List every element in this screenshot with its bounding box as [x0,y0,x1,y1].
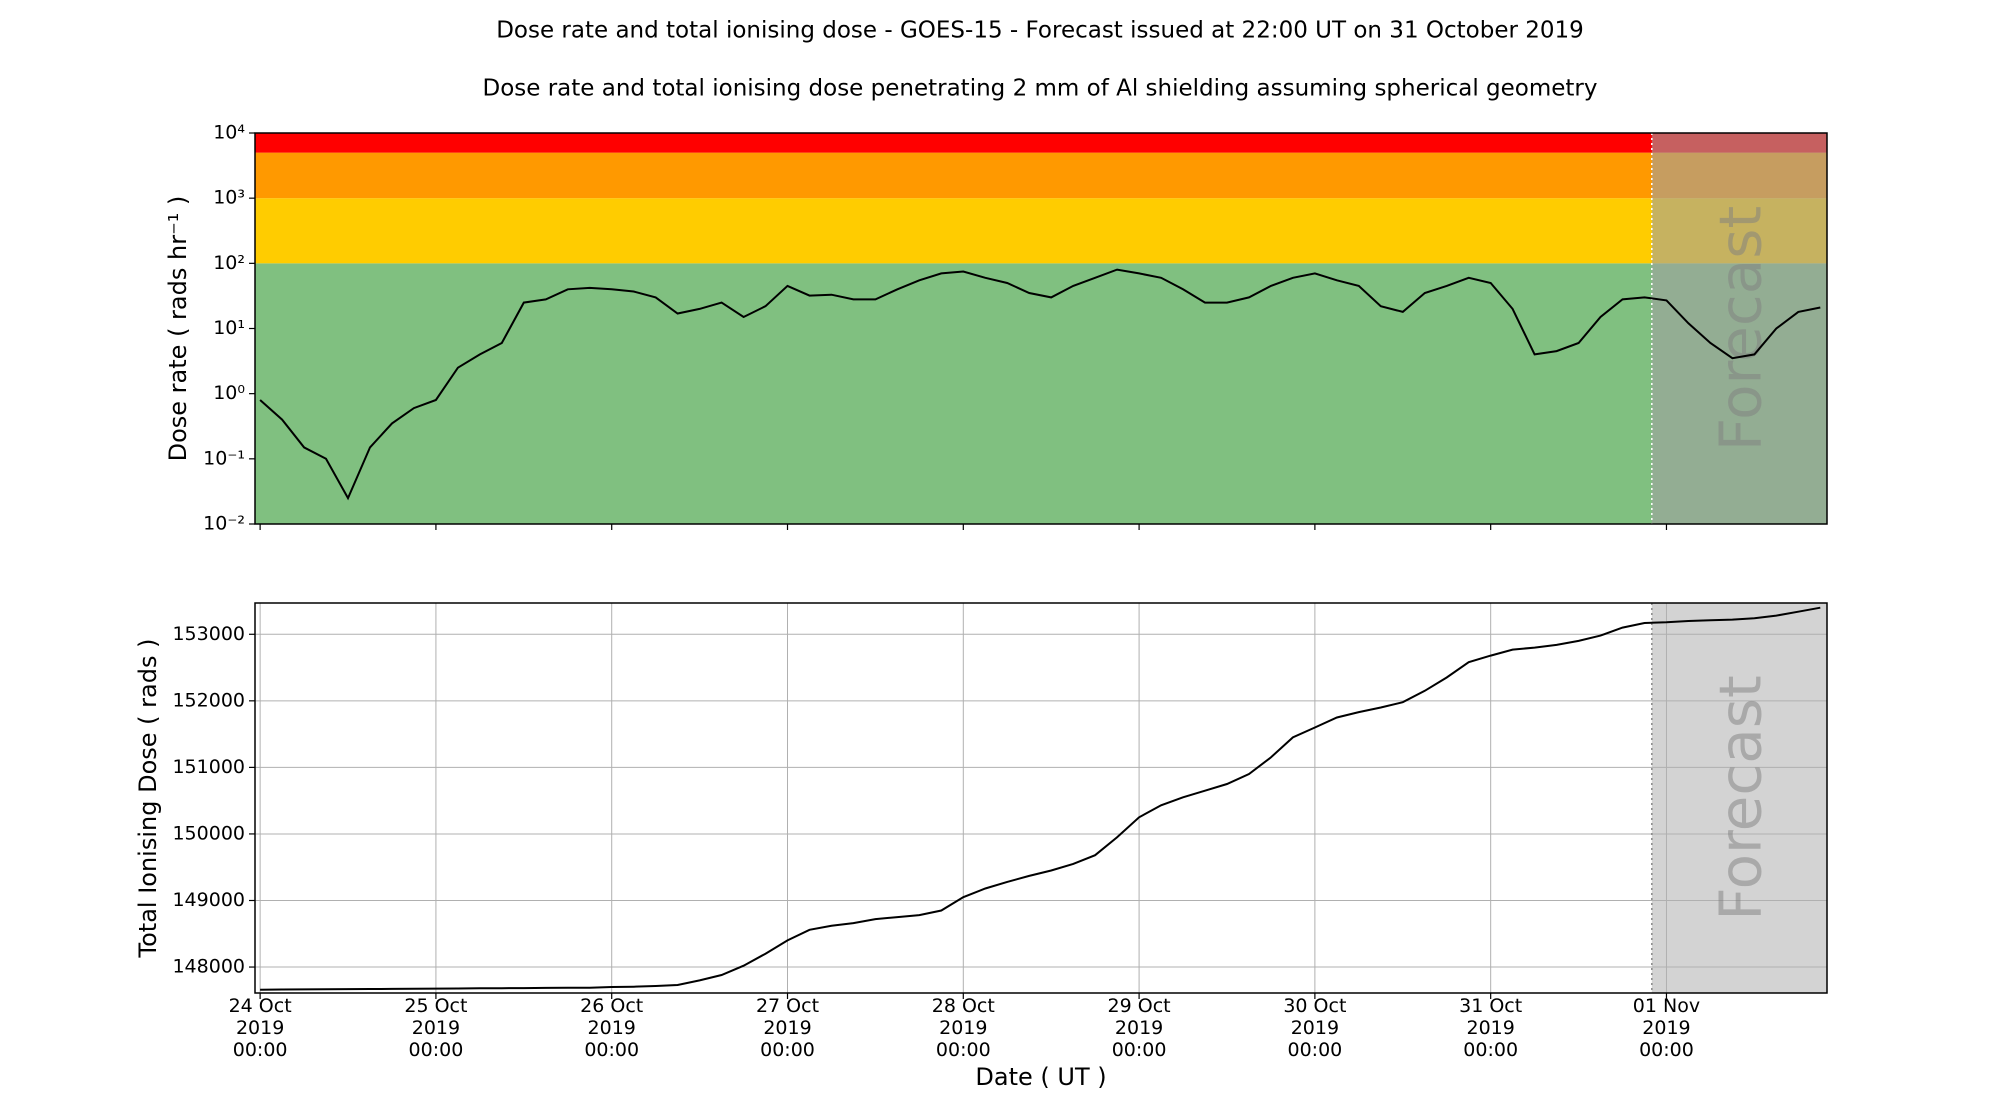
forecast-label: Forecast [1707,675,1775,920]
y-tick-label: 10⁻¹ [203,447,245,469]
y-tick-label: 10⁰ [213,382,245,404]
data-line [260,606,1821,991]
x-tick-label: 31 Oct 2019 00:00 [1459,995,1522,1061]
data-line [259,268,1821,501]
forecast-label: Forecast [1707,206,1775,451]
x-tick-label: 28 Oct 2019 00:00 [932,995,995,1061]
y-tick-label: 10² [213,252,245,274]
y-tick-label: 10⁴ [213,122,245,144]
y-axis-label: Dose rate ( rads hr⁻¹ ) [164,196,192,462]
threshold-band [255,133,1827,153]
threshold-band [255,198,1827,264]
chart-title: Dose rate and total ionising dose - GOES… [496,18,1584,44]
y-tick-label: 152000 [172,689,245,711]
x-tick-label: 30 Oct 2019 00:00 [1283,995,1346,1061]
y-tick-label: 150000 [172,822,245,844]
plot-frame [254,602,1828,994]
y-tick-label: 149000 [172,889,245,911]
y-tick-label: 148000 [172,956,245,978]
x-axis-label: Date ( UT ) [975,1063,1106,1091]
x-tick-label: 29 Oct 2019 00:00 [1108,995,1171,1061]
plot-background [255,603,1827,993]
forecast-region [1651,133,1827,524]
x-tick-label: 25 Oct 2019 00:00 [404,995,467,1061]
y-tick-label: 10¹ [213,317,245,339]
x-tick-label: 27 Oct 2019 00:00 [756,995,819,1061]
x-tick-label: 24 Oct 2019 00:00 [229,995,292,1061]
threshold-band [255,152,1827,199]
y-tick-label: 151000 [172,756,245,778]
forecast-region [1651,603,1827,993]
threshold-band [255,263,1827,524]
chart-subtitle: Dose rate and total ionising dose penetr… [482,76,1597,102]
y-tick-label: 10³ [213,187,245,209]
y-tick-label: 153000 [172,623,245,645]
y-axis-label: Total Ionising Dose ( rads ) [134,639,162,959]
x-tick-label: 26 Oct 2019 00:00 [580,995,643,1061]
x-tick-label: 01 Nov 2019 00:00 [1633,995,1700,1061]
y-tick-label: 10⁻² [203,513,245,535]
